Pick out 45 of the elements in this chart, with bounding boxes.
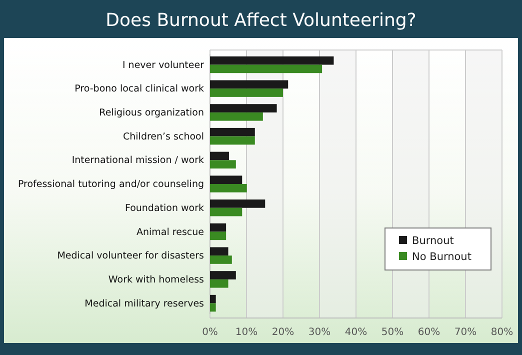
bar bbox=[210, 232, 226, 240]
y-tick-label: International mission / work bbox=[72, 155, 204, 166]
x-tick-label: 40% bbox=[344, 327, 368, 338]
y-tick-label: Professional tutoring and/or counseling bbox=[18, 179, 204, 190]
x-tick-label: 60% bbox=[418, 327, 440, 338]
bar bbox=[210, 200, 266, 208]
chart-title: Does Burnout Affect Volunteering? bbox=[106, 10, 416, 31]
y-tick-label: Medical military reserves bbox=[84, 298, 204, 310]
bar bbox=[210, 294, 216, 304]
bar bbox=[210, 136, 255, 145]
x-tick-label: 10% bbox=[235, 327, 258, 338]
x-tick-label: 50% bbox=[381, 327, 404, 338]
x-tick-label: 0% bbox=[202, 327, 218, 338]
bar bbox=[210, 104, 277, 112]
x-tick-label: 80% bbox=[490, 327, 514, 338]
bar bbox=[210, 176, 242, 184]
y-tick-label: Work with homeless bbox=[108, 274, 204, 286]
bar bbox=[210, 56, 334, 65]
x-tick-label: 30% bbox=[308, 327, 331, 338]
bar bbox=[210, 112, 263, 121]
bar bbox=[210, 208, 242, 216]
bar bbox=[210, 152, 229, 160]
x-tick-label: 70% bbox=[454, 327, 477, 338]
bar bbox=[210, 303, 216, 312]
y-tick-label: Animal rescue bbox=[136, 226, 204, 238]
bar bbox=[210, 88, 283, 97]
bar bbox=[210, 64, 322, 74]
bar bbox=[210, 184, 247, 192]
bar bbox=[210, 223, 226, 232]
y-tick-label: Pro-bono local clinical work bbox=[74, 84, 204, 95]
bar bbox=[210, 128, 255, 136]
y-tick-label: Children’s school bbox=[123, 131, 204, 142]
y-tick-label: Foundation work bbox=[124, 202, 204, 214]
bar bbox=[210, 271, 236, 280]
bar bbox=[210, 247, 228, 256]
bar bbox=[210, 80, 288, 89]
bar bbox=[210, 160, 236, 168]
bar bbox=[210, 256, 232, 264]
x-tick-label: 20% bbox=[272, 327, 294, 338]
legend-label: No Burnout bbox=[412, 251, 472, 263]
y-tick-label: Medical volunteer for disasters bbox=[57, 250, 204, 262]
y-tick-label: I never volunteer bbox=[122, 60, 204, 71]
legend-label: Burnout bbox=[412, 235, 454, 247]
y-tick-label: Religious organization bbox=[99, 107, 204, 118]
bar bbox=[210, 279, 228, 288]
